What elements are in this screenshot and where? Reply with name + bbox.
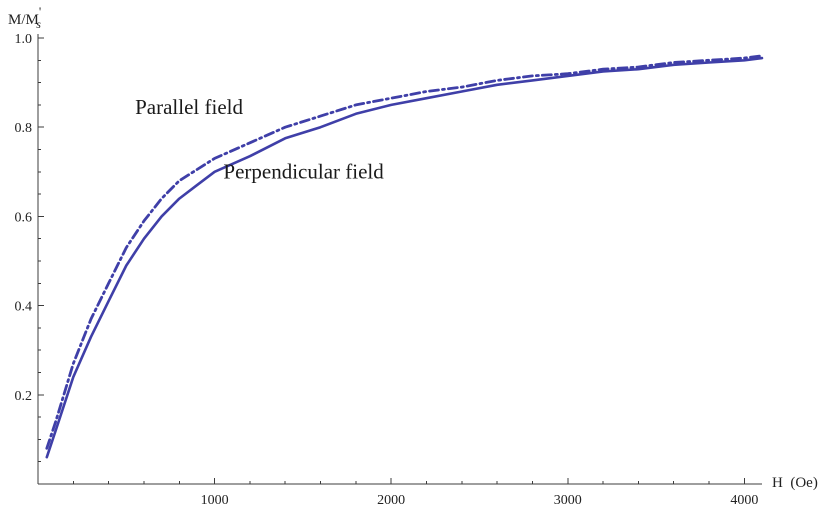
ticks: 1000 2000 3000 4000 0.2 0.4 0.6 0.8 1.0 xyxy=(15,32,759,508)
y-tick-label: 0.2 xyxy=(15,389,33,404)
x-tick-label: 1000 xyxy=(201,493,229,508)
y-axis-label-subscript: s xyxy=(36,17,41,31)
x-axis-label: H (Oe) xyxy=(772,475,818,491)
x-tick-label: 2000 xyxy=(377,493,405,508)
labels: M/M' s H (Oe) xyxy=(8,4,818,491)
x-tick-label: 3000 xyxy=(554,493,582,508)
y-tick-label: 1.0 xyxy=(15,32,33,47)
annotations: Parallel field Perpendicular field xyxy=(135,95,384,184)
axes xyxy=(37,34,762,485)
y-axis-label-main: M/M xyxy=(8,12,39,28)
series-line-perpendicular-field xyxy=(45,56,764,459)
y-axis-label: M/M' s xyxy=(8,4,41,31)
y-axis-label-prime: ' xyxy=(39,4,41,19)
y-tick-label: 0.6 xyxy=(15,210,33,225)
series-line-parallel-field xyxy=(45,54,764,450)
annotation-parallel-field: Parallel field xyxy=(135,95,243,119)
y-tick-label: 0.8 xyxy=(15,121,33,136)
y-tick-label: 0.4 xyxy=(15,300,33,315)
series-layer xyxy=(45,54,764,459)
x-tick-label: 4000 xyxy=(730,493,758,508)
annotation-perpendicular-field: Perpendicular field xyxy=(223,159,384,183)
